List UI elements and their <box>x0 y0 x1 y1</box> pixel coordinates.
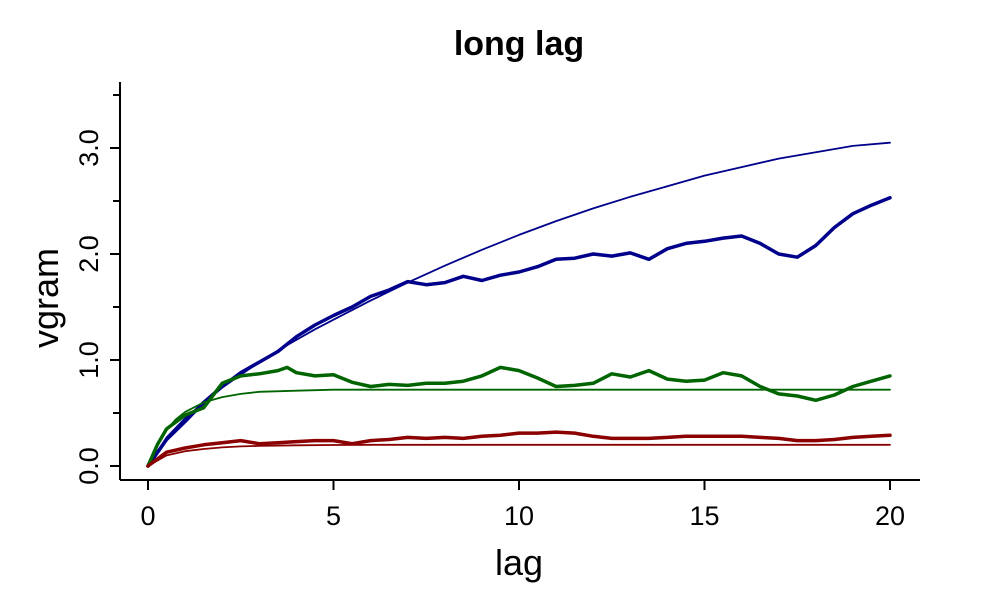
y-axis-ticks: 0.0 1.0 2.0 3.0 <box>74 129 120 485</box>
series-line-empirical-2 <box>146 365 892 468</box>
y-tick-label: 1.0 <box>74 341 104 379</box>
series-line-empirical-0 <box>146 196 892 468</box>
y-tick-label: 0.0 <box>74 447 104 485</box>
x-axis-label: lag <box>495 542 543 583</box>
y-tick-label: 2.0 <box>74 235 104 273</box>
y-tick-label: 3.0 <box>74 129 104 167</box>
y-axis-label: vgram <box>25 248 66 348</box>
chart-title: long lag <box>454 25 584 63</box>
series-line-empirical-4 <box>146 430 892 468</box>
y-minor-ticks <box>113 94 120 414</box>
series-line-model-5 <box>147 443 891 467</box>
x-axis-ticks: 0 5 10 15 20 <box>140 480 905 531</box>
x-tick-label: 5 <box>326 501 341 531</box>
x-tick-label: 0 <box>140 501 155 531</box>
series-line-model-3 <box>147 388 891 467</box>
series-layer <box>146 141 892 468</box>
series-line-model-1 <box>147 141 891 467</box>
x-tick-label: 20 <box>875 501 905 531</box>
x-tick-label: 15 <box>689 501 719 531</box>
plot-frame <box>119 82 920 481</box>
x-tick-label: 10 <box>504 501 534 531</box>
